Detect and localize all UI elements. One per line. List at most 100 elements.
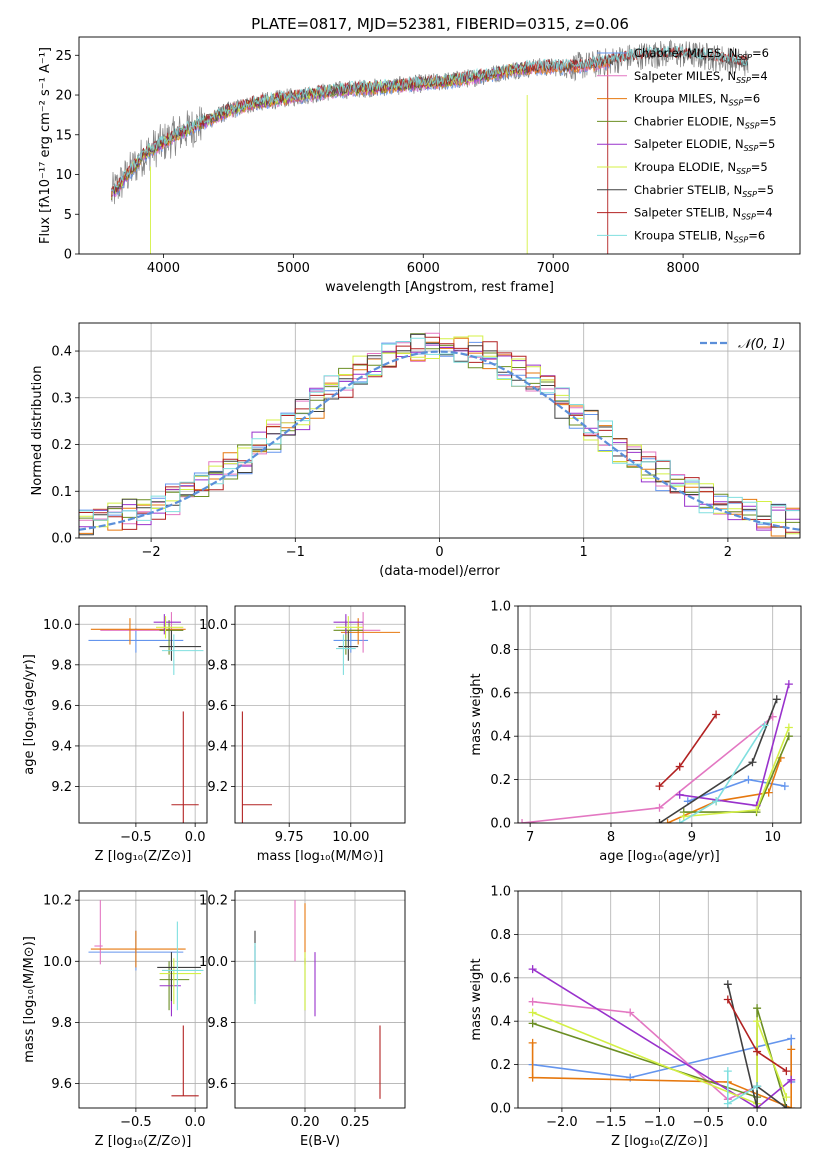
y-tick-label: 5 bbox=[64, 208, 72, 223]
x-tick-label: 9.75 bbox=[275, 830, 304, 845]
axes-frame bbox=[517, 890, 802, 1109]
y-axis-label: Flux [fλ10⁻¹⁷ erg cm⁻² s⁻¹ A⁻¹] bbox=[38, 47, 53, 244]
y-tick-label: 10.0 bbox=[43, 618, 72, 633]
x-axis-label: E(B-V) bbox=[300, 1134, 340, 1149]
x-tick-label: −2.0 bbox=[546, 1115, 578, 1130]
weight-marker bbox=[787, 1104, 796, 1108]
weight-line bbox=[532, 1000, 758, 1101]
weight-marker bbox=[723, 995, 732, 1004]
weight-marker bbox=[723, 1067, 732, 1076]
y-tick-label: 0.8 bbox=[490, 643, 511, 658]
y-tick-label: 10.0 bbox=[199, 618, 228, 633]
weight-marker bbox=[626, 1008, 635, 1017]
y-tick-label: 20 bbox=[55, 89, 72, 104]
x-tick-label: 0.0 bbox=[185, 1115, 206, 1130]
weight-line bbox=[531, 1042, 792, 1108]
weight-marker bbox=[764, 788, 773, 797]
weight-line bbox=[521, 716, 774, 823]
y-axis-label: Normed distribution bbox=[30, 366, 45, 496]
weight-marker bbox=[528, 1019, 537, 1028]
plot-area bbox=[79, 332, 800, 538]
plot-area bbox=[88, 900, 204, 1097]
x-axis-label: (data-model)/error bbox=[379, 564, 500, 579]
panel-weight-vs-age: 7 8 9 10 0.0 0.2 0.4 0.6 0.8 1.0 age [log₁₀(age/yr… bbox=[469, 600, 802, 864]
x-tick-label: 6000 bbox=[407, 261, 440, 276]
axes-frame bbox=[78, 890, 208, 1109]
x-tick-label: 10 bbox=[764, 830, 781, 845]
weight-marker bbox=[675, 790, 684, 799]
weight-marker bbox=[528, 997, 537, 1006]
plot-area bbox=[528, 965, 796, 1108]
weight-marker bbox=[655, 782, 664, 791]
weight-marker bbox=[787, 1034, 796, 1043]
weight-marker bbox=[723, 1099, 732, 1108]
x-tick-label: −1 bbox=[286, 545, 305, 560]
y-tick-label: 9.8 bbox=[207, 658, 228, 673]
grid bbox=[235, 891, 405, 1108]
histogram-step-line bbox=[79, 337, 800, 524]
legend: Chabrier MILES, NSSP=6 Salpeter MILES, NS… bbox=[597, 46, 776, 244]
x-tick-label: 2 bbox=[724, 545, 732, 560]
y-tick-label: 9.4 bbox=[51, 739, 72, 754]
y-tick-label: 0.0 bbox=[490, 1102, 511, 1117]
axes-frame bbox=[78, 36, 801, 255]
weight-marker bbox=[782, 1104, 791, 1108]
y-tick-label: 9.8 bbox=[51, 1016, 72, 1031]
y-axis-label: mass weight bbox=[469, 673, 484, 755]
weight-marker bbox=[675, 819, 684, 823]
y-tick-label: 25 bbox=[55, 49, 72, 64]
panels: 4000 5000 6000 7000 80000510152025wavelength… bbox=[22, 36, 802, 1149]
y-tick-label: 10.0 bbox=[43, 955, 72, 970]
plot-area bbox=[88, 612, 204, 823]
legend-label: Chabrier ELODIE, NSSP=5 bbox=[634, 114, 776, 130]
plot-area bbox=[241, 612, 401, 823]
weight-line bbox=[683, 735, 790, 813]
axes-frame bbox=[234, 890, 406, 1109]
weight-marker bbox=[753, 1104, 762, 1108]
y-tick-label: 0.6 bbox=[490, 971, 511, 986]
weight-marker bbox=[528, 1038, 537, 1047]
weight-marker bbox=[723, 980, 732, 989]
x-tick-label: 1 bbox=[580, 545, 588, 560]
model-spectrum-line bbox=[111, 45, 748, 192]
legend-label: Salpeter STELIB, NSSP=4 bbox=[634, 206, 773, 222]
x-axis-label: mass [log₁₀(M/M⊙)] bbox=[257, 849, 384, 864]
x-tick-label: 9 bbox=[688, 830, 696, 845]
histogram-step-line bbox=[79, 336, 800, 533]
y-tick-label: 9.8 bbox=[207, 1016, 228, 1031]
weight-marker bbox=[782, 1093, 791, 1102]
x-axis-label: wavelength [Angstrom, rest frame] bbox=[325, 280, 554, 295]
x-tick-label: 0 bbox=[435, 545, 443, 560]
y-tick-label: 0.1 bbox=[51, 485, 72, 500]
weight-marker bbox=[784, 723, 793, 732]
y-tick-label: 0.4 bbox=[490, 730, 511, 745]
axes-frame bbox=[78, 322, 801, 539]
weight-marker bbox=[655, 803, 664, 812]
y-tick-label: 10.0 bbox=[199, 955, 228, 970]
x-tick-label: 0.0 bbox=[185, 830, 206, 845]
x-tick-label: −1.0 bbox=[644, 1115, 676, 1130]
y-tick-label: 0.4 bbox=[51, 345, 72, 360]
y-tick-label: 9.2 bbox=[207, 780, 228, 795]
x-tick-label: 0.0 bbox=[747, 1115, 768, 1130]
y-tick-label: 10.2 bbox=[43, 894, 72, 909]
x-tick-label: 0.25 bbox=[341, 1115, 370, 1130]
y-tick-label: 9.8 bbox=[51, 658, 72, 673]
y-tick-label: 0.2 bbox=[490, 773, 511, 788]
legend-label: Chabrier MILES, NSSP=6 bbox=[634, 46, 769, 62]
panel-weight-vs-Z: −2.0 −1.5 −1.0 −0.5 0.0 0.0 0.2 0.4 0.6 0.8 1.0 Z [… bbox=[469, 885, 802, 1149]
x-tick-label: 0.20 bbox=[291, 1115, 320, 1130]
panel-age-vs-Z: −0.5 0.0 9.2 9.4 9.6 9.8 10.0 Z [log₁₀(Z/Z⊙)] ag… bbox=[22, 605, 208, 864]
x-tick-label: 5000 bbox=[277, 261, 310, 276]
legend-label: Kroupa STELIB, NSSP=6 bbox=[634, 228, 765, 244]
weight-marker bbox=[748, 758, 757, 767]
axes-frame bbox=[234, 605, 406, 824]
x-axis-label: Z [log₁₀(Z/Z⊙)] bbox=[95, 849, 192, 864]
grid bbox=[518, 890, 801, 1109]
y-tick-label: 0.0 bbox=[51, 532, 72, 547]
panel-mass-vs-Z: −0.5 0.0 9.6 9.8 10.0 10.2 Z [log₁₀(Z/Z⊙)] mass… bbox=[22, 890, 208, 1149]
x-tick-label: 10.00 bbox=[332, 830, 369, 845]
weight-marker bbox=[772, 695, 781, 704]
panel-mass-vs-EBV: 0.20 0.25 9.6 9.8 10.0 10.2 E(B-V) bbox=[199, 890, 406, 1149]
y-axis-label: mass [log₁₀(M/M⊙)] bbox=[22, 936, 37, 1063]
